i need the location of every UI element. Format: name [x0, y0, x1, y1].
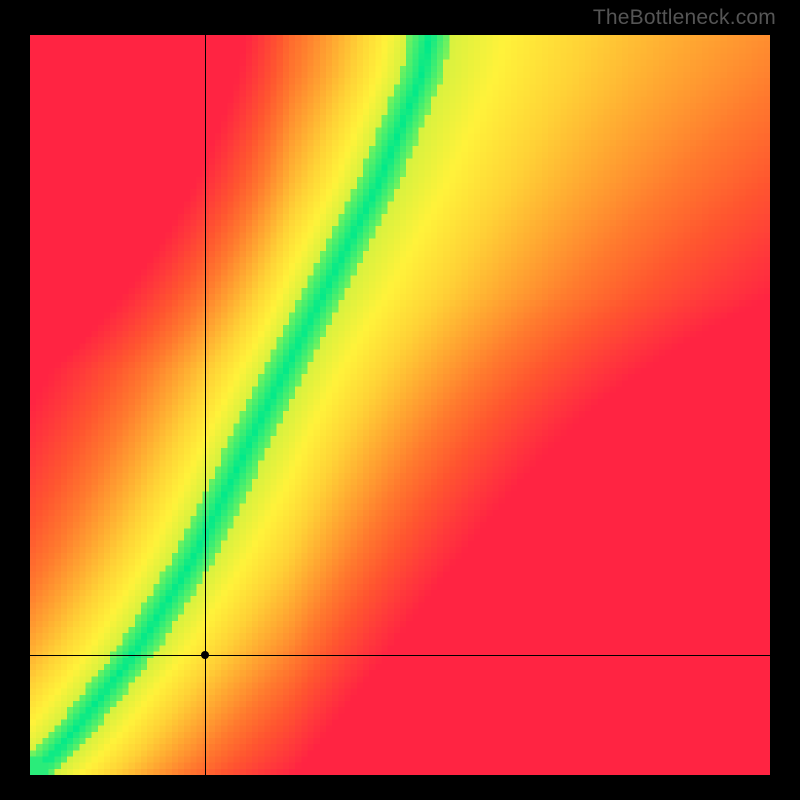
heatmap-canvas: [30, 35, 770, 775]
watermark-text: TheBottleneck.com: [593, 6, 776, 30]
crosshair-dot: [201, 651, 209, 659]
heatmap-plot: [30, 35, 770, 775]
crosshair-vertical: [205, 35, 206, 775]
crosshair-horizontal: [30, 655, 770, 656]
